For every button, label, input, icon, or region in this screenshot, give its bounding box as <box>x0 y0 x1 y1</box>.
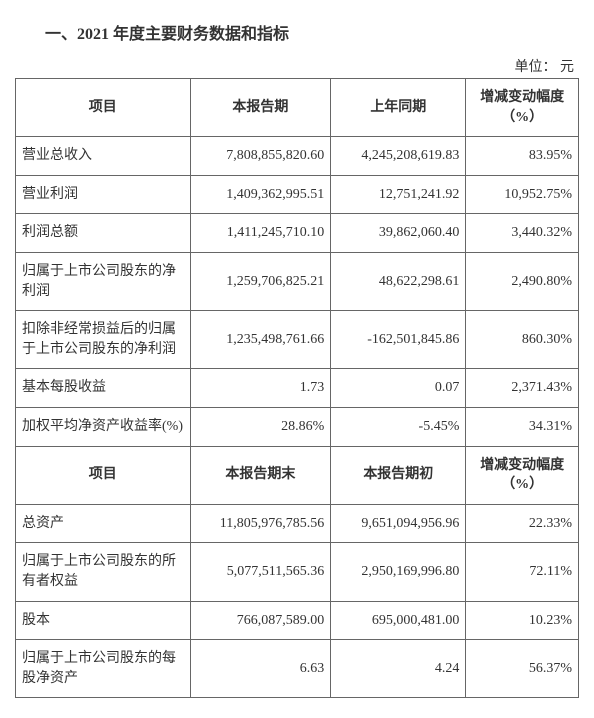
cell-value: 34.31% <box>466 407 579 446</box>
row-label: 营业利润 <box>16 175 191 214</box>
table-row: 营业总收入7,808,855,820.604,245,208,619.8383.… <box>16 137 579 176</box>
table-row: 归属于上市公司股东的所有者权益5,077,511,565.362,950,169… <box>16 543 579 601</box>
cell-value: 7,808,855,820.60 <box>190 137 331 176</box>
cell-value: 9,651,094,956.96 <box>331 504 466 543</box>
table-row: 利润总额1,411,245,710.1039,862,060.403,440.3… <box>16 214 579 253</box>
cell-value: 5,077,511,565.36 <box>190 543 331 601</box>
column-header: 本报告期末 <box>190 446 331 504</box>
table-row: 营业利润1,409,362,995.5112,751,241.9210,952.… <box>16 175 579 214</box>
cell-value: -5.45% <box>331 407 466 446</box>
cell-value: 1,411,245,710.10 <box>190 214 331 253</box>
row-label: 扣除非经常损益后的归属于上市公司股东的净利润 <box>16 311 191 369</box>
table-row: 加权平均净资产收益率(%)28.86%-5.45%34.31% <box>16 407 579 446</box>
row-label: 归属于上市公司股东的净利润 <box>16 252 191 310</box>
cell-value: 83.95% <box>466 137 579 176</box>
table-row: 扣除非经常损益后的归属于上市公司股东的净利润1,235,498,761.66-1… <box>16 311 579 369</box>
cell-value: 10,952.75% <box>466 175 579 214</box>
table-row: 归属于上市公司股东的每股净资产6.634.2456.37% <box>16 640 579 698</box>
cell-value: 0.07 <box>331 369 466 408</box>
table-row: 归属于上市公司股东的净利润1,259,706,825.2148,622,298.… <box>16 252 579 310</box>
row-label: 归属于上市公司股东的每股净资产 <box>16 640 191 698</box>
cell-value: 1,409,362,995.51 <box>190 175 331 214</box>
cell-value: 695,000,481.00 <box>331 601 466 640</box>
column-header: 项目 <box>16 79 191 137</box>
row-label: 营业总收入 <box>16 137 191 176</box>
cell-value: 766,087,589.00 <box>190 601 331 640</box>
cell-value: 1,235,498,761.66 <box>190 311 331 369</box>
cell-value: 56.37% <box>466 640 579 698</box>
table-header-row: 项目本报告期上年同期增减变动幅度（%） <box>16 79 579 137</box>
row-label: 股本 <box>16 601 191 640</box>
cell-value: 1,259,706,825.21 <box>190 252 331 310</box>
column-header: 上年同期 <box>331 79 466 137</box>
cell-value: 11,805,976,785.56 <box>190 504 331 543</box>
row-label: 基本每股收益 <box>16 369 191 408</box>
cell-value: 48,622,298.61 <box>331 252 466 310</box>
cell-value: 39,862,060.40 <box>331 214 466 253</box>
cell-value: 4.24 <box>331 640 466 698</box>
column-header: 本报告期初 <box>331 446 466 504</box>
financial-table: 项目本报告期上年同期增减变动幅度（%）营业总收入7,808,855,820.60… <box>15 78 579 698</box>
column-header: 本报告期 <box>190 79 331 137</box>
cell-value: 28.86% <box>190 407 331 446</box>
cell-value: 4,245,208,619.83 <box>331 137 466 176</box>
cell-value: 860.30% <box>466 311 579 369</box>
column-header: 增减变动幅度（%） <box>466 446 579 504</box>
cell-value: 2,490.80% <box>466 252 579 310</box>
unit-label: 单位： 元 <box>15 56 579 76</box>
cell-value: 10.23% <box>466 601 579 640</box>
row-label: 总资产 <box>16 504 191 543</box>
table-row: 总资产11,805,976,785.569,651,094,956.9622.3… <box>16 504 579 543</box>
section-title: 一、2021 年度主要财务数据和指标 <box>45 20 579 44</box>
cell-value: 2,950,169,996.80 <box>331 543 466 601</box>
cell-value: 3,440.32% <box>466 214 579 253</box>
column-header: 增减变动幅度（%） <box>466 79 579 137</box>
cell-value: 2,371.43% <box>466 369 579 408</box>
table-row: 基本每股收益1.730.072,371.43% <box>16 369 579 408</box>
cell-value: 6.63 <box>190 640 331 698</box>
table-row: 股本766,087,589.00695,000,481.0010.23% <box>16 601 579 640</box>
cell-value: -162,501,845.86 <box>331 311 466 369</box>
row-label: 利润总额 <box>16 214 191 253</box>
cell-value: 1.73 <box>190 369 331 408</box>
cell-value: 22.33% <box>466 504 579 543</box>
row-label: 归属于上市公司股东的所有者权益 <box>16 543 191 601</box>
column-header: 项目 <box>16 446 191 504</box>
cell-value: 12,751,241.92 <box>331 175 466 214</box>
table-header-row: 项目本报告期末本报告期初增减变动幅度（%） <box>16 446 579 504</box>
cell-value: 72.11% <box>466 543 579 601</box>
row-label: 加权平均净资产收益率(%) <box>16 407 191 446</box>
